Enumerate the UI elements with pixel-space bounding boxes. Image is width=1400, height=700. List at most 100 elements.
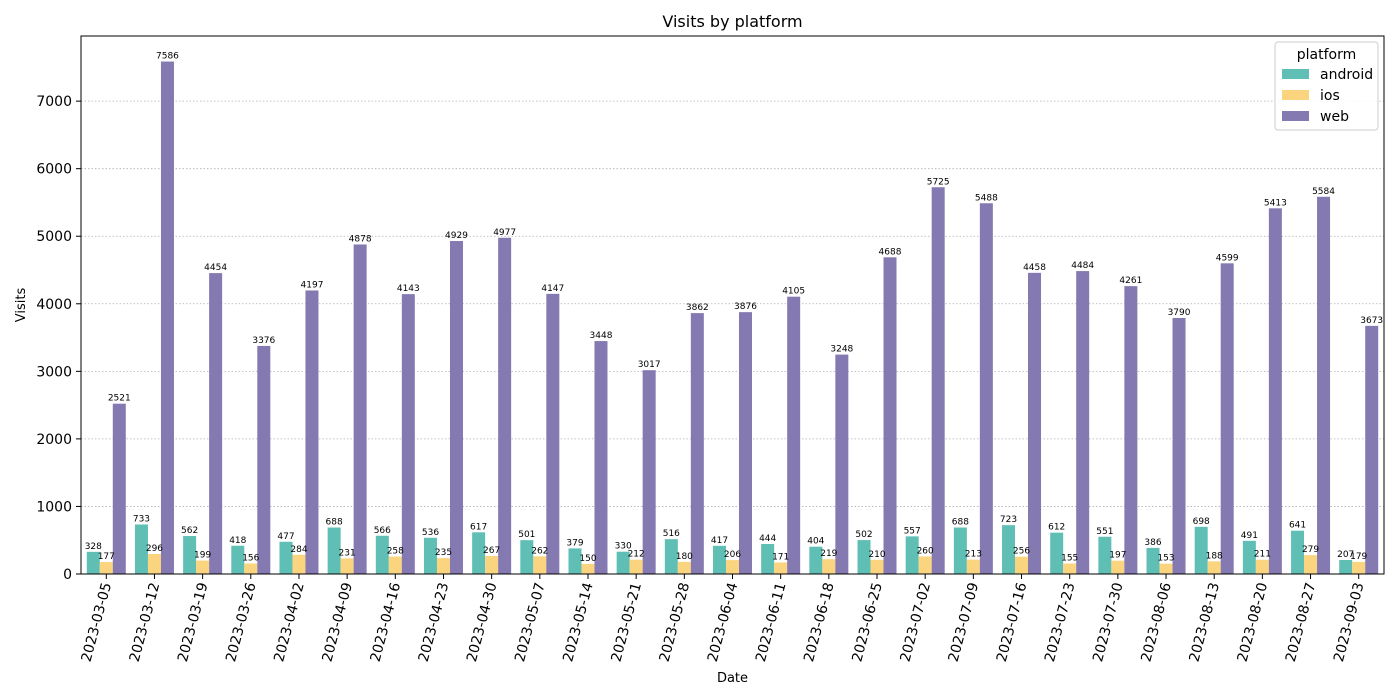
bar-web: [594, 341, 608, 574]
bars: [86, 61, 1379, 575]
legend-label-android: android: [1320, 67, 1373, 83]
bar-ios: [774, 562, 788, 574]
y-tick-label: 0: [63, 567, 72, 583]
bar-ios: [147, 554, 161, 574]
y-tick-label: 3000: [36, 364, 72, 380]
data-label-android: 501: [518, 530, 535, 540]
data-label-android: 444: [759, 534, 776, 544]
bar-web: [160, 61, 174, 575]
data-label-web: 4261: [1119, 276, 1142, 286]
chart-title: Visits by platform: [662, 12, 802, 31]
data-label-web: 4143: [397, 284, 420, 294]
x-tick-label: 2023-07-30: [1090, 581, 1127, 664]
x-tick-label: 2023-07-16: [994, 581, 1031, 664]
bar-android: [472, 532, 486, 574]
bar-web: [305, 290, 319, 574]
bar-android: [423, 537, 437, 574]
bar-android: [1194, 526, 1208, 574]
x-tick-label: 2023-06-18: [801, 581, 838, 664]
x-tick-label: 2023-04-09: [319, 581, 356, 664]
bar-web: [401, 294, 415, 574]
x-tick-label: 2023-07-23: [1042, 581, 1079, 664]
bar-ios: [918, 556, 932, 574]
bar-web: [739, 312, 752, 574]
x-tick-label: 2023-05-14: [560, 581, 597, 664]
data-label-web: 4929: [445, 231, 468, 241]
bar-ios: [1063, 563, 1077, 574]
bar-android: [183, 536, 197, 574]
data-label-web: 4105: [782, 287, 805, 297]
data-label-ios: 177: [98, 552, 115, 562]
data-label-web: 3673: [1360, 316, 1383, 326]
data-label-web: 3790: [1168, 308, 1191, 318]
data-label-android: 330: [615, 542, 632, 552]
data-label-ios: 155: [1061, 554, 1078, 564]
data-label-android: 688: [326, 518, 343, 528]
bar-android: [134, 524, 148, 574]
bar-web: [642, 370, 656, 574]
data-label-web: 4688: [879, 247, 902, 257]
bar-web: [209, 273, 223, 574]
legend-label-ios: ios: [1320, 88, 1340, 104]
data-label-ios: 267: [483, 546, 500, 556]
x-tick-label: 2023-03-05: [79, 581, 116, 664]
data-label-web: 3448: [590, 331, 613, 341]
data-label-ios: 219: [820, 549, 837, 559]
data-label-ios: 231: [339, 548, 356, 558]
x-axis: 2023-03-05 2023-03-12 2023-03-19 2023-03-26…: [79, 574, 1368, 664]
data-label-android: 562: [181, 526, 198, 536]
legend-swatch-ios: [1282, 90, 1309, 100]
data-label-ios: 279: [1302, 545, 1319, 555]
plot-area-frame: [80, 35, 1385, 575]
x-tick-label: 2023-05-28: [657, 581, 694, 664]
data-label-android: 418: [229, 536, 246, 546]
x-tick-label: 2023-04-23: [416, 581, 453, 664]
data-label-web: 5584: [1312, 187, 1335, 197]
bar-web: [449, 241, 463, 574]
data-label-web: 4147: [541, 284, 564, 294]
data-label-ios: 206: [724, 550, 741, 560]
data-label-web: 5725: [927, 177, 950, 187]
bar-web: [257, 345, 271, 574]
bar-ios: [1352, 561, 1366, 574]
data-label-ios: 210: [868, 550, 885, 560]
bar-android: [664, 539, 678, 574]
bar-ios: [1255, 559, 1269, 574]
data-label-ios: 260: [917, 546, 934, 556]
bar-web: [1268, 208, 1282, 574]
legend: platform android ios web: [1274, 41, 1379, 131]
data-label-android: 733: [133, 514, 150, 524]
data-label-android: 516: [663, 529, 680, 539]
bar-web: [1172, 317, 1186, 574]
data-label-android: 612: [1048, 523, 1065, 533]
bar-android: [231, 545, 245, 574]
bar-android: [327, 527, 341, 574]
data-label-web: 4599: [1216, 253, 1239, 263]
bar-web: [1076, 271, 1090, 574]
data-label-web: 5413: [1264, 198, 1287, 208]
bar-web: [1124, 286, 1138, 574]
data-label-ios: 150: [579, 554, 596, 564]
bar-android: [1291, 530, 1305, 574]
x-tick-label: 2023-05-21: [609, 581, 646, 664]
bar-android: [809, 546, 823, 574]
bar-ios: [196, 560, 210, 574]
x-tick-label: 2023-04-16: [368, 581, 405, 664]
bar-android: [616, 551, 630, 574]
data-label-ios: 284: [290, 545, 307, 555]
gridlines: [81, 100, 1384, 507]
bar-android: [1002, 525, 1016, 574]
bar-ios: [485, 555, 499, 574]
bar-web: [1365, 325, 1379, 574]
data-label-android: 328: [85, 542, 102, 552]
y-tick-label: 5000: [36, 229, 72, 245]
data-label-android: 617: [470, 522, 487, 532]
legend-label-web: web: [1320, 109, 1349, 125]
data-label-android: 688: [952, 518, 969, 528]
data-label-android: 723: [1000, 515, 1017, 525]
data-label-web: 3876: [734, 302, 757, 312]
y-tick-label: 6000: [36, 162, 72, 178]
data-label-web: 7586: [156, 52, 179, 62]
data-label-ios: 180: [676, 552, 693, 562]
